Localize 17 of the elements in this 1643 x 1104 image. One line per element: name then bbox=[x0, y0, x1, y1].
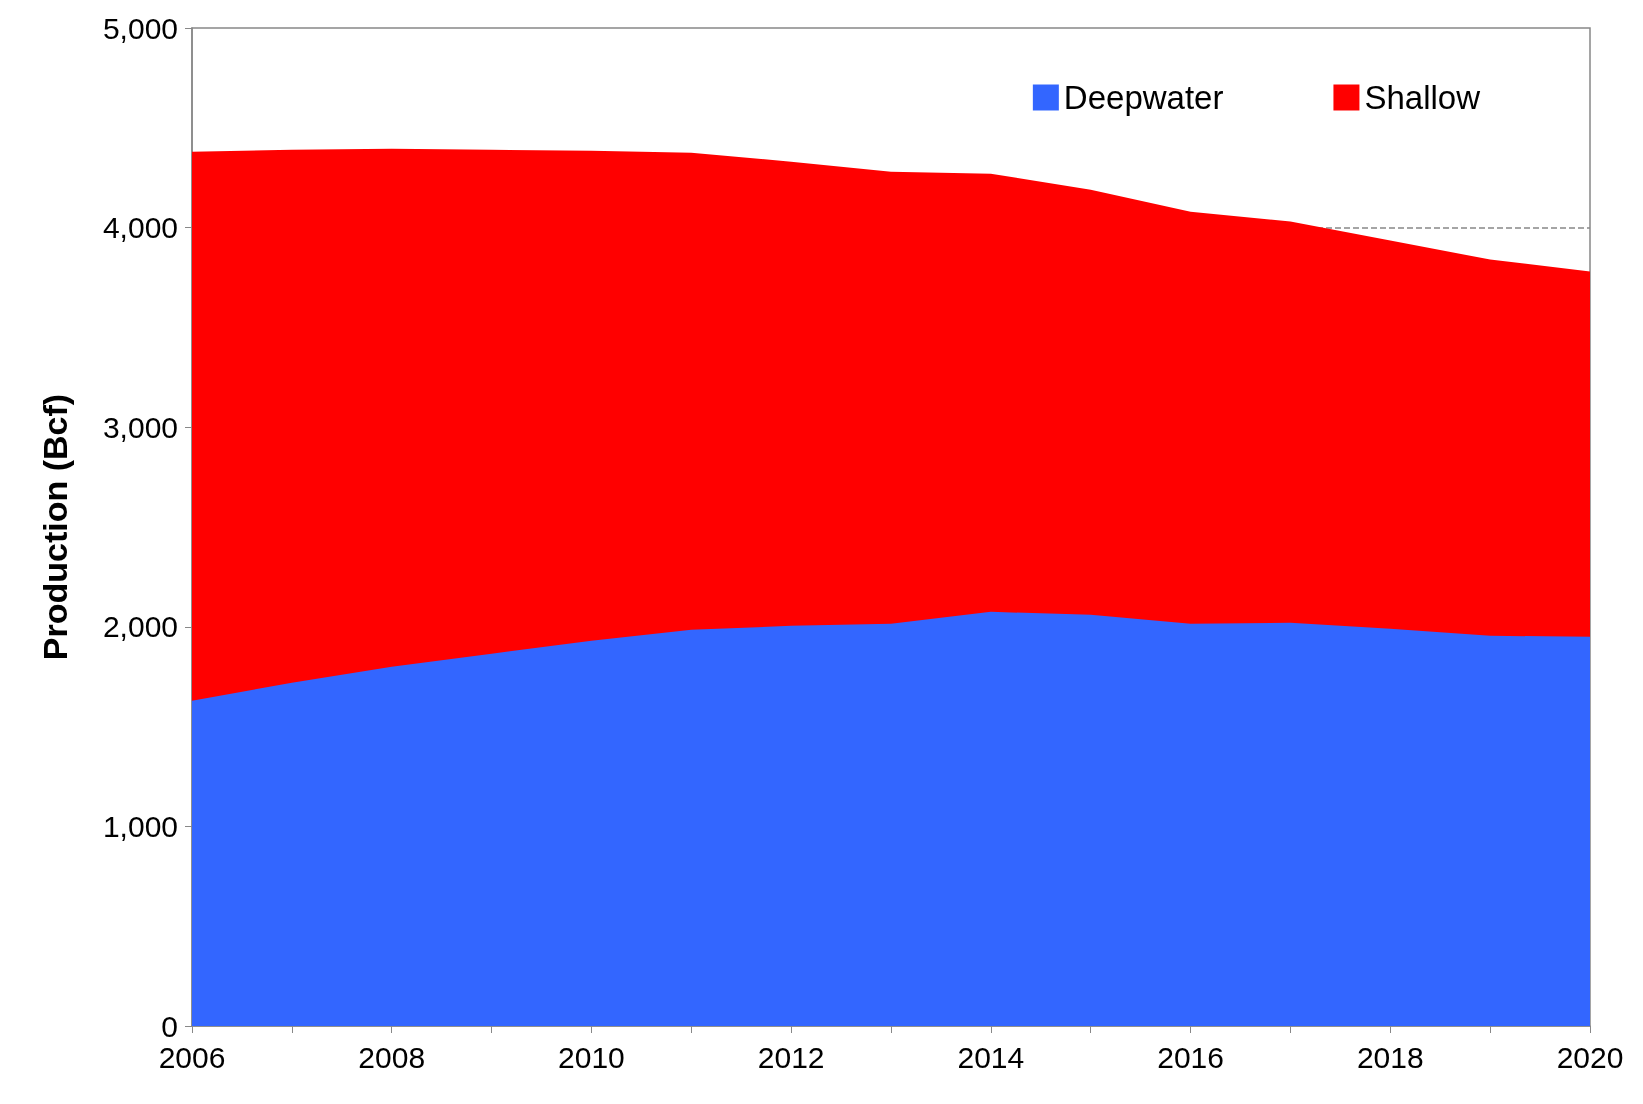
y-tick-label: 3,000 bbox=[102, 410, 178, 444]
legend-label: Deepwater bbox=[1063, 79, 1224, 116]
x-tick-label: 2014 bbox=[957, 1040, 1025, 1074]
x-tick-label: 2012 bbox=[757, 1040, 825, 1074]
x-tick-label: 2016 bbox=[1157, 1040, 1224, 1074]
x-tick-label: 2018 bbox=[1356, 1040, 1424, 1074]
y-tick-label: 1,000 bbox=[102, 809, 178, 843]
y-tick-label: 4,000 bbox=[102, 211, 178, 245]
y-tick-label: 2,000 bbox=[102, 610, 178, 644]
x-tick-label: 2006 bbox=[158, 1040, 226, 1074]
x-tick-label: 2010 bbox=[558, 1040, 625, 1074]
y-axis-title: Production (Bcf) bbox=[36, 393, 74, 661]
legend-label: Shallow bbox=[1364, 79, 1481, 116]
y-tick-label: 5,000 bbox=[102, 11, 178, 45]
y-tick-label: 0 bbox=[161, 1009, 178, 1043]
x-tick-label: 2008 bbox=[358, 1040, 426, 1074]
x-tick-label: 2020 bbox=[1556, 1040, 1624, 1074]
